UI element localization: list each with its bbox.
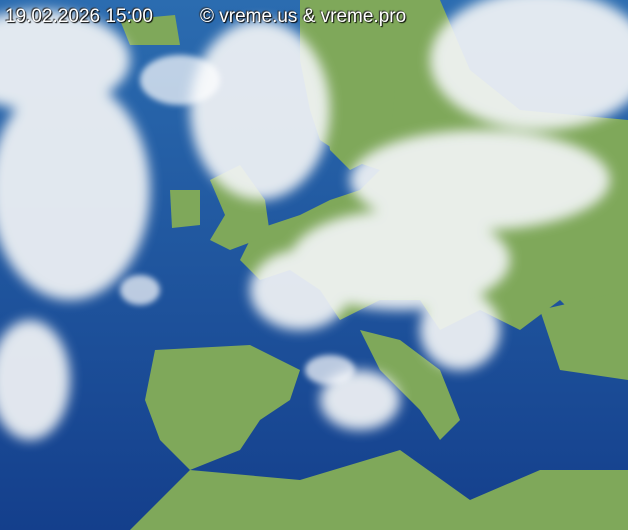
turkey [540,290,628,380]
scandinavia [320,40,395,170]
timestamp-label: 19.02.2026 15:00 [5,6,153,27]
iberia [145,345,300,470]
iceland [120,15,180,45]
copyright-label: © vreme.us & vreme.pro [200,6,407,27]
italy [360,330,460,440]
ireland [170,190,200,228]
clouds [0,0,628,440]
cloud-details [120,55,355,385]
north-africa [130,450,628,530]
